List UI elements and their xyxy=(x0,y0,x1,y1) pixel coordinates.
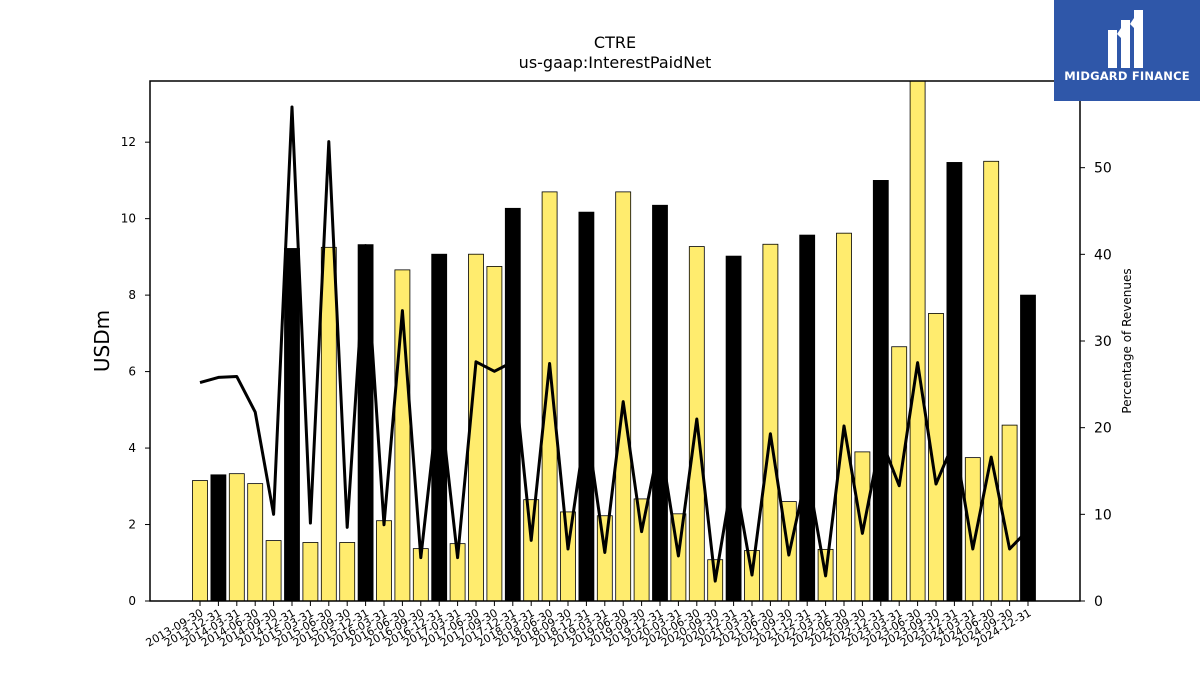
left-axis-ticks: 0 2 4 6 8 10 12 xyxy=(121,135,150,608)
bar xyxy=(192,480,208,602)
y-tick-label: 10 xyxy=(121,212,136,226)
bar xyxy=(836,232,852,602)
bar xyxy=(523,499,540,602)
bar xyxy=(541,191,558,602)
bar xyxy=(799,234,816,602)
bar xyxy=(578,211,595,602)
bar xyxy=(320,246,337,602)
logo-mark-icon xyxy=(1108,10,1143,68)
bar xyxy=(1020,294,1036,602)
chart-title: CTRE xyxy=(594,33,636,52)
bar xyxy=(357,244,374,602)
bar xyxy=(615,191,632,602)
bar xyxy=(376,520,392,602)
bar xyxy=(560,511,576,602)
bar xyxy=(946,162,963,602)
midgard-finance-logo: MIDGARD FINANCE xyxy=(1054,0,1200,101)
bar xyxy=(652,204,668,602)
y-tick-label: 6 xyxy=(128,365,136,379)
right-axis-ticks: 0 10 20 30 40 50 xyxy=(1080,161,1112,610)
bar xyxy=(210,474,227,602)
y-tick-label: 4 xyxy=(128,441,136,455)
y2-tick-label: 0 xyxy=(1094,594,1103,610)
x-axis-ticks: 2013-09-302013-12-312014-03-312014-06-30… xyxy=(144,601,1034,650)
bar xyxy=(486,266,503,602)
y2-tick-label: 50 xyxy=(1094,161,1112,177)
bar xyxy=(725,255,742,602)
y2-tick-label: 10 xyxy=(1094,507,1112,523)
bar xyxy=(909,80,926,602)
bar xyxy=(284,248,300,602)
right-axis-label: Percentage of Revenues xyxy=(1120,268,1134,413)
ratio-line xyxy=(199,105,1030,583)
y2-tick-label: 20 xyxy=(1094,421,1112,437)
logo-text: MIDGARD FINANCE xyxy=(1064,69,1190,83)
ratio-line-series xyxy=(199,105,1030,583)
y2-tick-label: 30 xyxy=(1094,334,1112,350)
y-tick-label: 12 xyxy=(121,135,136,149)
bar xyxy=(762,243,779,602)
bar xyxy=(983,160,1000,602)
y-axis-label: USDm xyxy=(90,310,114,372)
bar xyxy=(339,542,356,602)
y-tick-label: 0 xyxy=(128,594,136,608)
y-tick-label: 8 xyxy=(128,288,136,302)
bar xyxy=(228,473,245,602)
bar xyxy=(247,483,264,602)
bar xyxy=(302,542,319,602)
bar xyxy=(1001,424,1018,602)
chart-subtitle: us-gaap:InterestPaidNet xyxy=(519,53,712,72)
bar xyxy=(633,498,650,602)
bar xyxy=(872,180,889,602)
bar xyxy=(596,515,613,602)
y-tick-label: 2 xyxy=(128,518,136,532)
bar xyxy=(265,540,282,602)
y2-tick-label: 40 xyxy=(1094,247,1112,263)
